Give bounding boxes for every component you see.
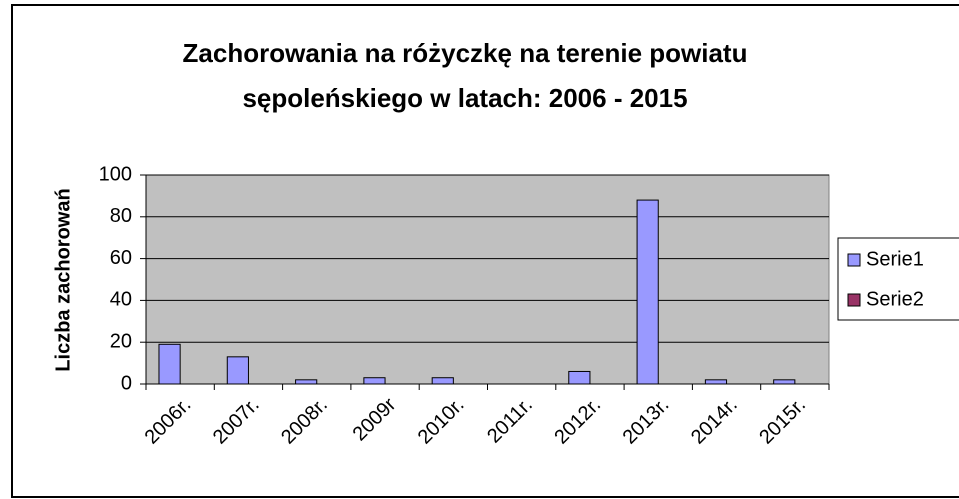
chart-title: Zachorowania na różyczkę na terenie powi… (183, 38, 748, 68)
y-tick-label: 0 (121, 372, 132, 394)
bar (363, 377, 386, 385)
y-tick-label: 20 (110, 330, 132, 352)
chart-subtitle: sępoleńskiego w latach: 2006 - 2015 (242, 83, 687, 113)
bar (431, 377, 454, 385)
bar (568, 370, 591, 385)
bar (704, 379, 728, 385)
legend-label: Serie1 (866, 248, 924, 270)
y-tick-label: 100 (99, 163, 132, 185)
bar (295, 379, 318, 385)
y-tick-label: 60 (110, 247, 132, 269)
plot-area (145, 174, 830, 385)
legend-label: Serie2 (866, 288, 924, 310)
bar (158, 343, 181, 385)
y-tick-label: 80 (110, 205, 132, 227)
legend-swatch (847, 293, 861, 307)
bar (226, 356, 249, 385)
y-axis-label: Liczba zachorowań (52, 188, 74, 371)
legend-swatch (847, 253, 861, 267)
y-tick-label: 40 (110, 289, 132, 311)
bar (636, 199, 659, 385)
bar (773, 379, 796, 385)
